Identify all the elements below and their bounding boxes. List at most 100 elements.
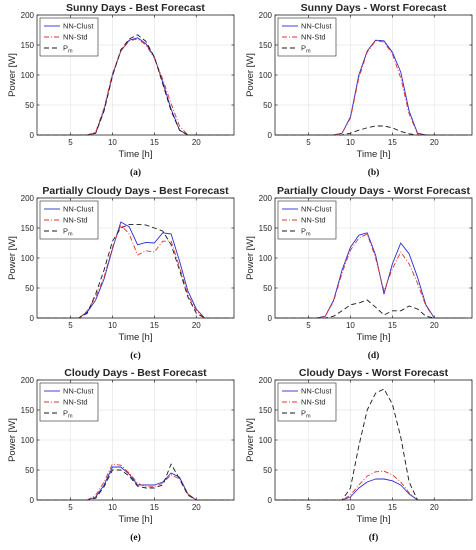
- x-tick-label: 10: [346, 138, 355, 147]
- x-tick-label: 15: [150, 503, 159, 512]
- legend-label-subscript: m: [68, 49, 73, 55]
- legend-label-1: NN-Clust: [301, 22, 332, 31]
- legend-label-text: P: [301, 227, 306, 236]
- legend-label-text: P: [63, 409, 68, 418]
- y-tick-label: 0: [268, 314, 273, 323]
- y-axis-label: Power [W]: [245, 236, 256, 280]
- y-tick-label: 150: [21, 406, 35, 415]
- legend-label-text: NN-Std: [301, 33, 326, 42]
- legend-label-text: NN-Clust: [63, 22, 94, 31]
- legend-label-1: NN-Clust: [301, 205, 332, 214]
- x-tick-label: 20: [192, 503, 201, 512]
- x-tick-label: 5: [68, 138, 73, 147]
- y-tick-label: 100: [259, 436, 273, 445]
- x-tick-label: 10: [108, 138, 117, 147]
- legend-label-1: NN-Clust: [63, 22, 94, 31]
- x-tick-label: 15: [388, 321, 397, 330]
- legend: NN-Clust NN-Std Pm: [39, 382, 99, 422]
- legend: NN-Clust NN-Std Pm: [39, 17, 99, 57]
- legend-label-3: Pm: [63, 409, 73, 420]
- x-tick-label: 20: [430, 503, 439, 512]
- x-tick-label: 10: [346, 503, 355, 512]
- legend: NN-Clust NN-Std Pm: [277, 382, 337, 422]
- legend-label-subscript: m: [306, 414, 311, 420]
- legend: NN-Clust NN-Std Pm: [39, 200, 99, 240]
- x-tick-label: 5: [306, 138, 311, 147]
- y-tick-label: 0: [268, 496, 273, 505]
- legend-label-2: NN-Std: [63, 33, 88, 42]
- y-axis-label: Power [W]: [7, 236, 18, 280]
- y-tick-label: 200: [21, 194, 35, 203]
- x-tick-label: 10: [108, 503, 117, 512]
- legend-label-text: P: [301, 44, 306, 53]
- legend-label-3: Pm: [301, 227, 311, 238]
- y-tick-label: 50: [25, 284, 34, 293]
- x-tick-label: 5: [306, 503, 311, 512]
- y-tick-label: 150: [259, 41, 273, 50]
- panel-caption: (f): [369, 532, 379, 543]
- x-tick-label: 15: [150, 138, 159, 147]
- legend-label-3: Pm: [63, 227, 73, 238]
- x-tick-label: 5: [306, 321, 311, 330]
- legend-label-3: Pm: [63, 44, 73, 55]
- y-tick-label: 50: [263, 101, 272, 110]
- x-axis-label: Time [h]: [357, 149, 391, 160]
- y-tick-label: 50: [263, 284, 272, 293]
- x-tick-label: 15: [150, 321, 159, 330]
- chart-title: Partially Cloudy Days - Best Forecast: [42, 185, 229, 197]
- legend-box: [39, 17, 99, 57]
- x-tick-label: 20: [192, 138, 201, 147]
- y-tick-label: 50: [25, 101, 34, 110]
- legend-label-subscript: m: [306, 232, 311, 238]
- legend-label-subscript: m: [68, 414, 73, 420]
- y-tick-label: 100: [259, 71, 273, 80]
- x-axis-label: Time [h]: [119, 514, 153, 525]
- y-tick-label: 150: [21, 224, 35, 233]
- y-tick-label: 0: [30, 314, 35, 323]
- legend-label-2: NN-Std: [301, 398, 326, 407]
- x-axis-label: Time [h]: [357, 514, 391, 525]
- legend-label-text: NN-Clust: [301, 22, 332, 31]
- panel-caption: (b): [368, 167, 380, 178]
- legend-label-subscript: m: [306, 49, 311, 55]
- y-tick-label: 200: [259, 11, 273, 20]
- y-axis-label: Power [W]: [7, 418, 18, 462]
- x-axis-label: Time [h]: [119, 149, 153, 160]
- legend-label-subscript: m: [68, 232, 73, 238]
- x-tick-label: 10: [108, 321, 117, 330]
- legend-label-3: Pm: [301, 44, 311, 55]
- legend: NN-Clust NN-Std Pm: [277, 17, 337, 57]
- panel-caption: (e): [130, 532, 141, 543]
- legend-label-1: NN-Clust: [301, 387, 332, 396]
- legend-label-1: NN-Clust: [63, 387, 94, 396]
- y-tick-label: 100: [21, 436, 35, 445]
- y-tick-label: 50: [25, 466, 34, 475]
- y-tick-label: 100: [259, 254, 273, 263]
- legend-box: [277, 200, 337, 240]
- y-tick-label: 0: [30, 496, 35, 505]
- legend-label-text: P: [63, 44, 68, 53]
- legend-label-text: NN-Clust: [63, 205, 94, 214]
- chart-title: Sunny Days - Best Forecast: [66, 2, 205, 14]
- legend-box: [277, 17, 337, 57]
- legend-label-text: NN-Std: [63, 33, 88, 42]
- legend-label-text: NN-Clust: [301, 205, 332, 214]
- y-axis-label: Power [W]: [245, 418, 256, 462]
- y-axis-label: Power [W]: [7, 53, 18, 97]
- panel-caption: (c): [130, 350, 141, 361]
- legend-label-text: NN-Std: [301, 216, 326, 225]
- legend-label-2: NN-Std: [301, 33, 326, 42]
- x-axis-label: Time [h]: [357, 332, 391, 343]
- legend-label-text: P: [301, 409, 306, 418]
- y-tick-label: 50: [263, 466, 272, 475]
- legend-box: [277, 382, 337, 422]
- y-axis-label: Power [W]: [245, 53, 256, 97]
- y-tick-label: 0: [30, 131, 35, 140]
- y-tick-label: 200: [259, 194, 273, 203]
